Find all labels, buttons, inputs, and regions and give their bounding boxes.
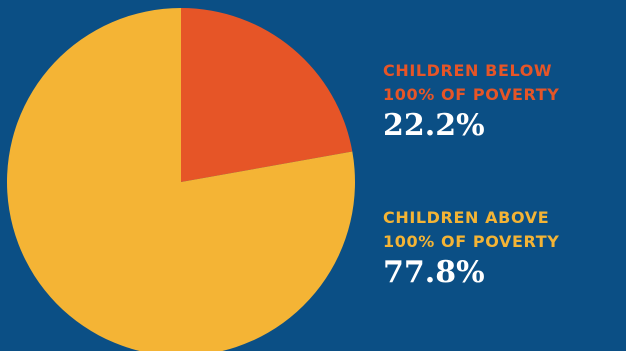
- data-label-below-poverty: 22.2%: [383, 108, 485, 143]
- legend-entry-above-poverty: CHILDREN ABOVE 100% OF POVERTY 77.8%: [383, 206, 623, 290]
- pie-slice-below-poverty: [181, 8, 353, 182]
- legend-label-above-poverty: CHILDREN ABOVE 100% OF POVERTY: [383, 208, 560, 251]
- pie-slice-above-poverty: [7, 8, 355, 351]
- data-label-above-poverty: 77.8%: [383, 255, 485, 290]
- legend-label-below-poverty: CHILDREN BELOW 100% OF POVERTY: [383, 61, 560, 104]
- legend-entry-below-poverty: CHILDREN BELOW 100% OF POVERTY 22.2%: [383, 59, 623, 143]
